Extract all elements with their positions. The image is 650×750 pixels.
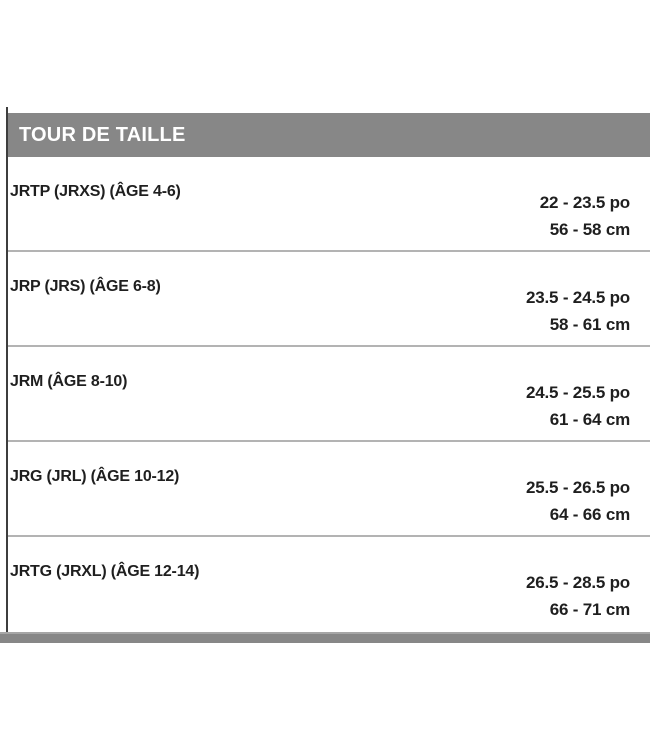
size-chart-header: TOUR DE TAILLE <box>8 113 650 157</box>
size-cm-value: 66 - 71 cm <box>549 600 630 619</box>
size-values: 26.5 - 28.5 po 66 - 71 cm <box>526 569 630 623</box>
size-label: JRG (JRL) (ÂGE 10-12) <box>10 468 180 485</box>
size-label: JRM (ÂGE 8-10) <box>10 373 128 390</box>
table-row: JRP (JRS) (ÂGE 6-8) 23.5 - 24.5 po 58 - … <box>8 252 650 347</box>
size-inches-value: 24.5 - 25.5 po <box>526 383 630 402</box>
size-inches-value: 22 - 23.5 po <box>539 193 630 212</box>
size-label: JRP (JRS) (ÂGE 6-8) <box>10 278 161 295</box>
size-values: 22 - 23.5 po 56 - 58 cm <box>540 189 630 243</box>
table-left-border <box>6 107 8 634</box>
size-inches-value: 23.5 - 24.5 po <box>526 288 630 307</box>
size-values: 24.5 - 25.5 po 61 - 64 cm <box>526 379 630 433</box>
size-values: 23.5 - 24.5 po 58 - 61 cm <box>526 284 630 338</box>
size-cm-value: 64 - 66 cm <box>549 505 630 524</box>
table-row: JRTG (JRXL) (ÂGE 12-14) 26.5 - 28.5 po 6… <box>8 537 650 632</box>
size-label: JRTG (JRXL) (ÂGE 12-14) <box>10 563 200 580</box>
size-inches-value: 26.5 - 28.5 po <box>526 573 630 592</box>
size-cm-value: 61 - 64 cm <box>549 410 630 429</box>
size-inches-value: 25.5 - 26.5 po <box>526 478 630 497</box>
size-cm-value: 56 - 58 cm <box>549 220 630 239</box>
size-cm-value: 58 - 61 cm <box>549 315 630 334</box>
table-row: JRG (JRL) (ÂGE 10-12) 25.5 - 26.5 po 64 … <box>8 442 650 537</box>
size-chart-rows: JRTP (JRXS) (ÂGE 4-6) 22 - 23.5 po 56 - … <box>8 157 650 632</box>
table-row: JRM (ÂGE 8-10) 24.5 - 25.5 po 61 - 64 cm <box>8 347 650 442</box>
size-chart-header-title: TOUR DE TAILLE <box>19 123 186 146</box>
table-row: JRTP (JRXS) (ÂGE 4-6) 22 - 23.5 po 56 - … <box>8 157 650 252</box>
size-values: 25.5 - 26.5 po 64 - 66 cm <box>526 474 630 528</box>
next-section-header-bar <box>0 632 650 643</box>
size-label: JRTP (JRXS) (ÂGE 4-6) <box>10 183 181 200</box>
